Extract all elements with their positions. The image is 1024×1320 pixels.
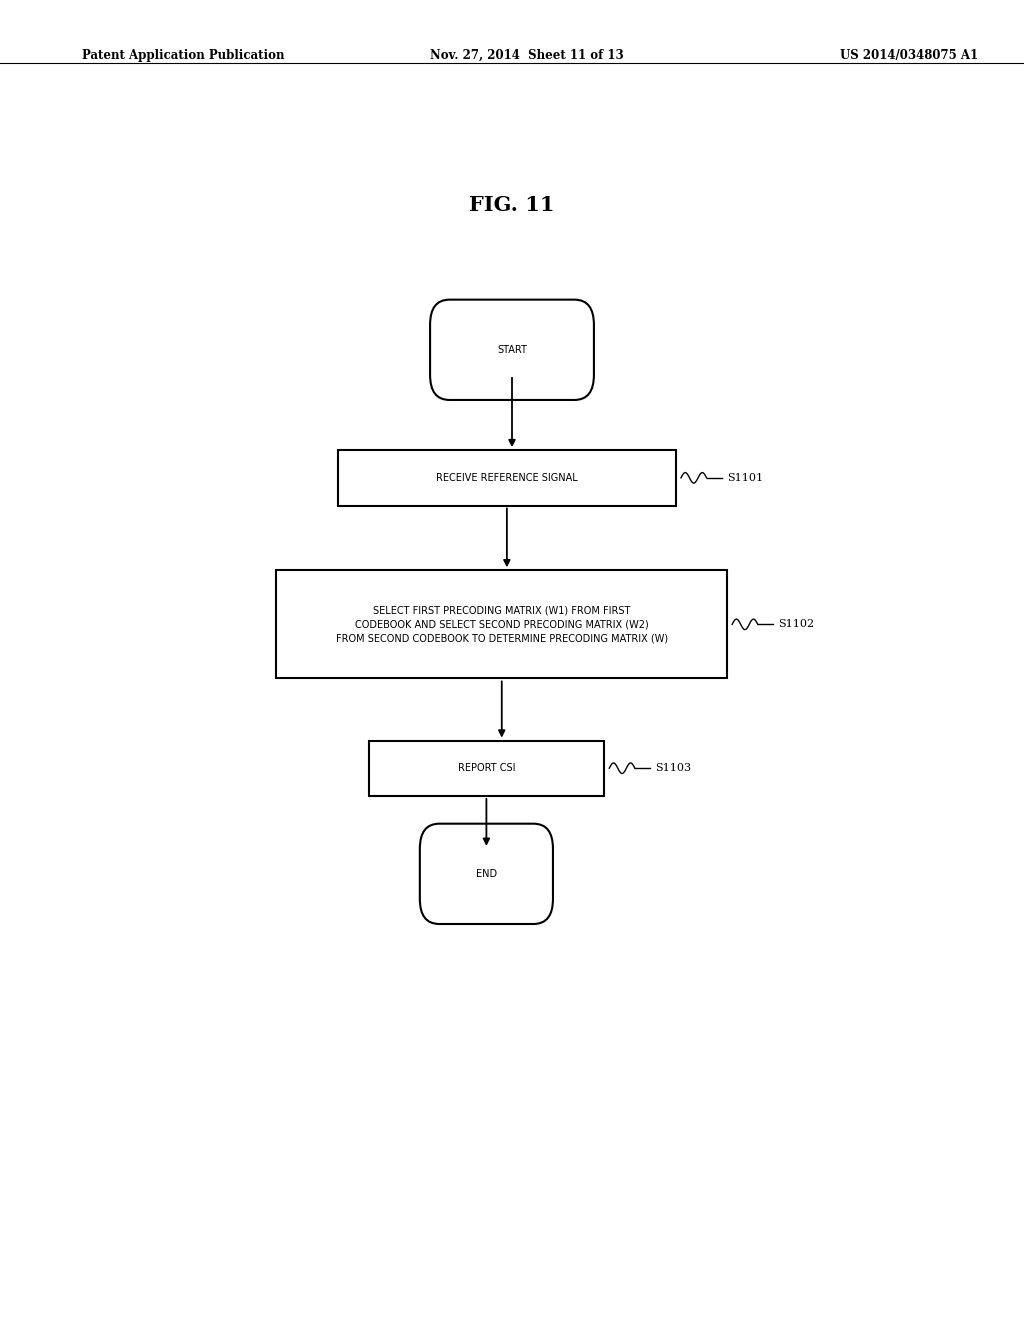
Bar xyxy=(276,570,727,678)
Text: Patent Application Publication: Patent Application Publication xyxy=(82,49,285,62)
Text: RECEIVE REFERENCE SIGNAL: RECEIVE REFERENCE SIGNAL xyxy=(436,473,578,483)
FancyBboxPatch shape xyxy=(420,824,553,924)
Bar xyxy=(338,450,676,506)
Bar xyxy=(369,741,604,796)
Text: REPORT CSI: REPORT CSI xyxy=(458,763,515,774)
Text: S1101: S1101 xyxy=(727,473,763,483)
Text: END: END xyxy=(476,869,497,879)
Text: FIG. 11: FIG. 11 xyxy=(469,194,555,215)
Text: S1103: S1103 xyxy=(655,763,691,774)
Text: Nov. 27, 2014  Sheet 11 of 13: Nov. 27, 2014 Sheet 11 of 13 xyxy=(430,49,624,62)
Text: SELECT FIRST PRECODING MATRIX (W1) FROM FIRST
CODEBOOK AND SELECT SECOND PRECODI: SELECT FIRST PRECODING MATRIX (W1) FROM … xyxy=(336,606,668,643)
FancyBboxPatch shape xyxy=(430,300,594,400)
Text: US 2014/0348075 A1: US 2014/0348075 A1 xyxy=(840,49,978,62)
Text: S1102: S1102 xyxy=(778,619,814,630)
Text: START: START xyxy=(497,345,527,355)
